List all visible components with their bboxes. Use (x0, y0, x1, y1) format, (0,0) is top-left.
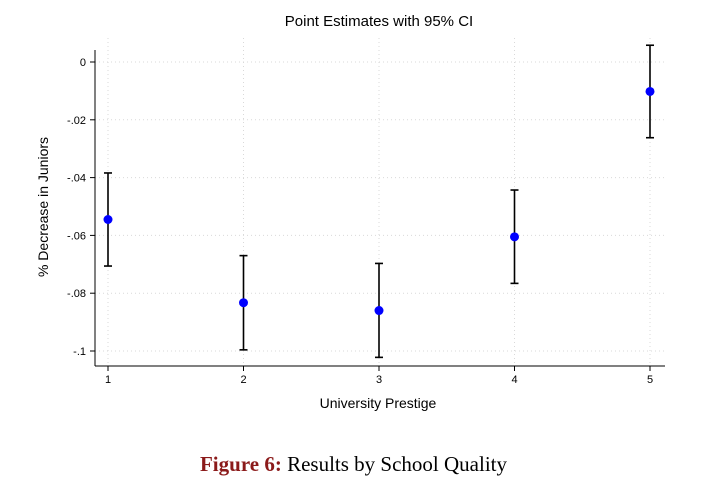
x-tick-label: 2 (240, 374, 246, 386)
y-tick-label: -.02 (67, 115, 86, 127)
y-tick-label: -.08 (67, 288, 86, 300)
x-tick-label: 1 (105, 374, 111, 386)
chart-title: Point Estimates with 95% CI (285, 13, 473, 30)
axes: 0 -.02 -.04 -.06 -.08 -.1 1 2 3 4 5 (67, 50, 665, 386)
point-estimate (103, 215, 113, 225)
point-estimate (374, 306, 384, 316)
point-estimate (239, 298, 248, 308)
x-tick-label: 4 (511, 374, 517, 386)
x-tick-label: 3 (376, 374, 382, 386)
figure-label: Figure 6: (199, 452, 282, 476)
grid (95, 38, 665, 366)
point-estimates (103, 86, 655, 316)
point-estimate (645, 86, 655, 96)
point-estimate (510, 232, 519, 242)
y-tick-label: -.04 (67, 173, 86, 185)
chart: Point Estimates with 95% CI 0 -.02 -.04 -.0… (35, 13, 665, 411)
x-tick-label: 5 (647, 374, 653, 386)
y-tick-label: -.1 (73, 346, 86, 358)
figure-caption-text: Results by School Quality (287, 452, 508, 476)
y-tick-label: 0 (80, 57, 86, 69)
figure-caption: Figure 6: Results by School Quality (0, 452, 707, 477)
y-axis-label: % Decrease in Juniors (35, 137, 51, 277)
x-axis-label: University Prestige (320, 395, 437, 411)
y-tick-label: -.06 (67, 230, 86, 242)
